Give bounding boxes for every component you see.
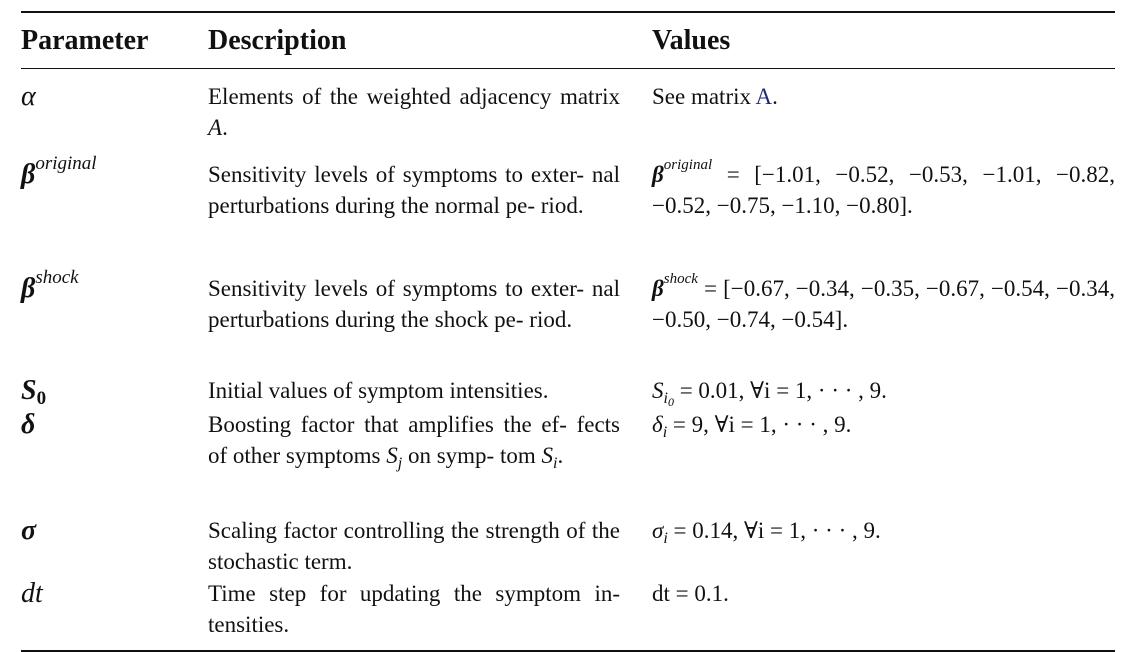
header-values: Values	[652, 24, 731, 56]
header-parameter: Parameter	[21, 24, 149, 56]
value-s0: Si0 = 0.01, ∀i = 1, · · · , 9.	[652, 378, 887, 409]
top-rule	[21, 11, 1115, 13]
desc-sigma: Scaling factor controlling the strength …	[208, 518, 620, 574]
header-row: Parameter Description Values	[21, 13, 1115, 68]
desc-dt: Time step for updating the symptom in- t…	[208, 581, 620, 637]
value-sigma: σi = 0.14, ∀i = 1, · · · , 9.	[652, 518, 881, 547]
parameter-table: Parameter Description Values α Elements …	[21, 11, 1115, 652]
table-row-delta: δ Boosting factor that amplifies the ef-…	[21, 409, 1115, 511]
table-row-sigma: σ Scaling factor controlling the strengt…	[21, 511, 1115, 574]
mid-rule	[21, 68, 1115, 69]
param-alpha: α	[21, 81, 36, 112]
value-dt: dt = 0.1.	[652, 581, 729, 606]
table-row-dt: dt Time step for updating the symptom in…	[21, 573, 1115, 650]
param-beta-shock: βshock	[21, 267, 79, 304]
value-beta-shock: βshock = [−0.67, −0.34, −0.35, −0.67, −0…	[652, 271, 1115, 333]
desc-s0: Initial values of symptom intensities.	[208, 378, 549, 403]
header-description: Description	[208, 24, 347, 56]
table-row-beta-shock: βshock Sensitivity levels of symptoms to…	[21, 267, 1115, 372]
desc-alpha: Elements of the weighted adjacency matri…	[208, 84, 620, 140]
param-sigma: σ	[21, 515, 37, 546]
table-row-s0: S0 Initial values of symptom intensities…	[21, 372, 1115, 409]
table-row-alpha: α Elements of the weighted adjacency mat…	[21, 69, 1115, 155]
value-alpha: See matrix A.	[652, 84, 778, 109]
matrix-a-link[interactable]: A	[755, 84, 773, 109]
param-dt: dt	[21, 578, 43, 609]
param-delta: δ	[21, 409, 36, 440]
table-row-beta-original: βoriginal Sensitivity levels of symptoms…	[21, 153, 1115, 269]
value-delta: δi = 9, ∀i = 1, · · · , 9.	[652, 412, 852, 441]
desc-delta: Boosting factor that amplifies the ef- f…	[208, 412, 620, 472]
value-beta-original: βoriginal = [−1.01, −0.52, −0.53, −1.01,…	[652, 157, 1115, 219]
desc-beta-shock: Sensitivity levels of symptoms to exter-…	[208, 276, 620, 332]
desc-beta-original: Sensitivity levels of symptoms to exter-…	[208, 162, 620, 218]
param-s0: S0	[21, 375, 47, 409]
param-beta-original: βoriginal	[21, 153, 97, 190]
